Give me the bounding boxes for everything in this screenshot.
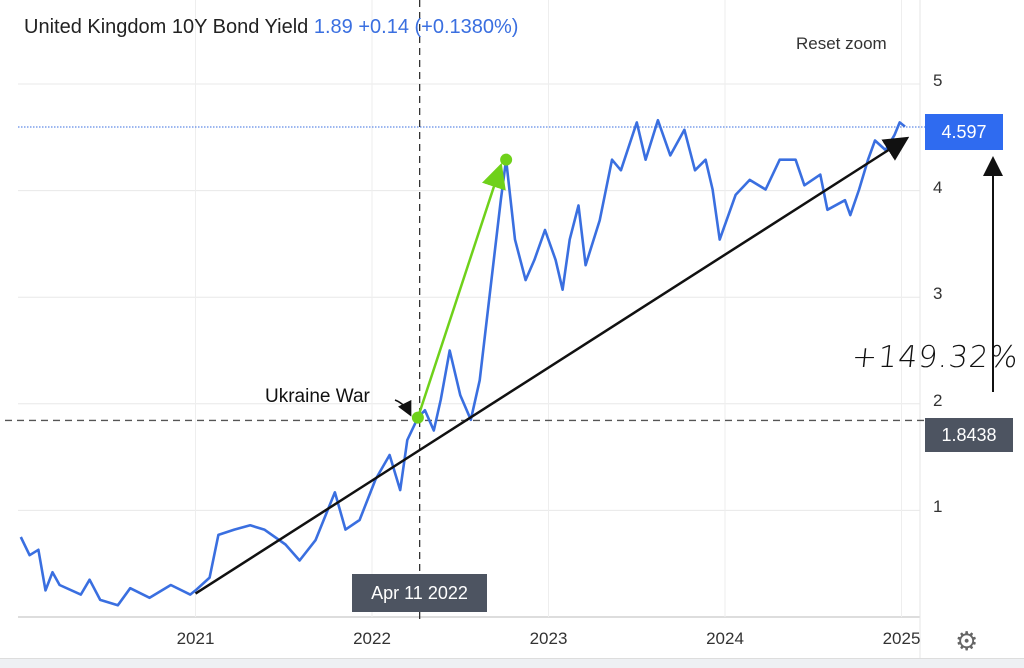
x-tick-label: 2023 <box>529 629 568 648</box>
y-tick-label: 4 <box>933 177 943 197</box>
chart-title: United Kingdom 10Y Bond Yield 1.89 +0.14… <box>24 16 518 39</box>
x-tick-label: 2024 <box>706 629 744 648</box>
x-tick-label: 2021 <box>176 629 215 648</box>
percent-change-annotation: +149.32% <box>850 340 1021 375</box>
gear-icon[interactable]: ⚙ <box>955 626 979 656</box>
crosshair-value-badge: 1.8438 <box>925 418 1013 452</box>
bottom-bar <box>0 658 1024 668</box>
y-tick-label: 2 <box>933 390 943 410</box>
y-tick-label: 5 <box>933 71 943 90</box>
x-tick-label: 2025 <box>882 629 921 648</box>
series-line <box>19 118 906 607</box>
current-value-badge: 4.597 <box>925 114 1003 150</box>
reset-zoom-button[interactable]: Reset zoom <box>796 34 887 53</box>
y-tick-label: 1 <box>933 497 943 517</box>
price-change: +0.14 (+0.1380%) <box>358 16 519 38</box>
crosshair-date-badge: Apr 11 2022 <box>352 574 487 612</box>
green-start-dot <box>411 411 424 424</box>
ukraine-war-annotation: Ukraine War <box>265 386 370 407</box>
green-end-dot <box>500 153 513 166</box>
y-tick-label: 3 <box>933 284 943 304</box>
trend-line-arrow <box>194 136 910 595</box>
x-tick-label: 2022 <box>353 629 391 648</box>
green-arrow <box>416 162 506 419</box>
price-value: 1.89 <box>313 16 353 38</box>
ukraine-pointer-arrow <box>394 399 412 417</box>
title-text: United Kingdom 10Y Bond Yield <box>24 16 309 38</box>
